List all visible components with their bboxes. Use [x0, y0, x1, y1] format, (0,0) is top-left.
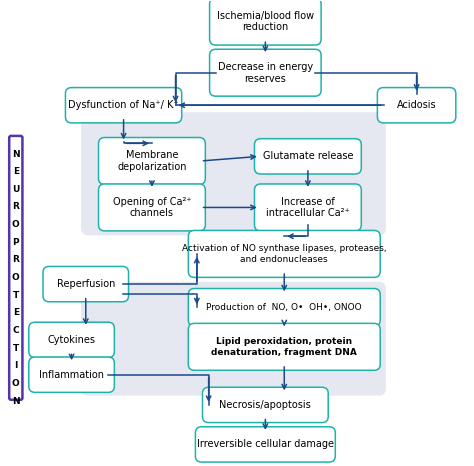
- FancyBboxPatch shape: [195, 427, 335, 462]
- FancyBboxPatch shape: [188, 288, 380, 326]
- Text: Activation of NO synthase lipases, proteases,
and endonucleases: Activation of NO synthase lipases, prote…: [182, 244, 387, 264]
- Text: Ischemia/blood flow
reduction: Ischemia/blood flow reduction: [217, 11, 314, 33]
- Text: Membrane
depolarization: Membrane depolarization: [117, 150, 187, 172]
- FancyBboxPatch shape: [29, 357, 114, 392]
- Text: O: O: [12, 379, 20, 388]
- Text: Production of  NO, O•  OH•, ONOO: Production of NO, O• OH•, ONOO: [207, 303, 362, 312]
- Text: Reperfusion: Reperfusion: [56, 279, 115, 289]
- FancyBboxPatch shape: [188, 323, 380, 370]
- Text: T: T: [13, 344, 19, 353]
- FancyBboxPatch shape: [255, 139, 361, 174]
- Text: Irreversible cellular damage: Irreversible cellular damage: [197, 439, 334, 449]
- FancyBboxPatch shape: [377, 88, 456, 123]
- Text: Opening of Ca²⁺
channels: Opening of Ca²⁺ channels: [113, 197, 191, 218]
- Text: T: T: [13, 291, 19, 300]
- Text: E: E: [13, 167, 19, 176]
- FancyBboxPatch shape: [255, 184, 361, 231]
- FancyBboxPatch shape: [188, 231, 380, 277]
- FancyBboxPatch shape: [202, 387, 328, 423]
- Text: Increase of
intracellular Ca²⁺: Increase of intracellular Ca²⁺: [266, 197, 350, 218]
- FancyBboxPatch shape: [43, 267, 128, 302]
- Text: Lipid peroxidation, protein
denaturation, fragment DNA: Lipid peroxidation, protein denaturation…: [211, 337, 357, 356]
- Text: I: I: [14, 361, 18, 370]
- Text: U: U: [12, 185, 19, 194]
- Text: O: O: [12, 220, 20, 229]
- Text: Decrease in energy
reserves: Decrease in energy reserves: [218, 62, 313, 83]
- FancyBboxPatch shape: [210, 0, 321, 45]
- Text: C: C: [12, 326, 19, 335]
- FancyBboxPatch shape: [99, 184, 205, 231]
- Text: N: N: [12, 150, 19, 158]
- Text: P: P: [12, 238, 19, 247]
- Text: R: R: [12, 203, 19, 212]
- Text: Acidosis: Acidosis: [397, 100, 437, 110]
- FancyBboxPatch shape: [65, 88, 182, 123]
- Text: Inflammation: Inflammation: [39, 370, 104, 380]
- Text: Dysfunction of Na⁺/ K⁺: Dysfunction of Na⁺/ K⁺: [68, 100, 179, 110]
- Text: O: O: [12, 273, 20, 282]
- FancyBboxPatch shape: [29, 322, 114, 357]
- Text: Cytokines: Cytokines: [47, 335, 96, 345]
- Text: Necrosis/apoptosis: Necrosis/apoptosis: [219, 400, 311, 410]
- FancyBboxPatch shape: [99, 137, 205, 185]
- FancyBboxPatch shape: [81, 112, 386, 235]
- Text: N: N: [12, 397, 19, 406]
- Text: E: E: [13, 308, 19, 317]
- FancyBboxPatch shape: [210, 49, 321, 96]
- Text: Glutamate release: Glutamate release: [263, 151, 353, 161]
- Text: R: R: [12, 255, 19, 264]
- FancyBboxPatch shape: [81, 282, 386, 396]
